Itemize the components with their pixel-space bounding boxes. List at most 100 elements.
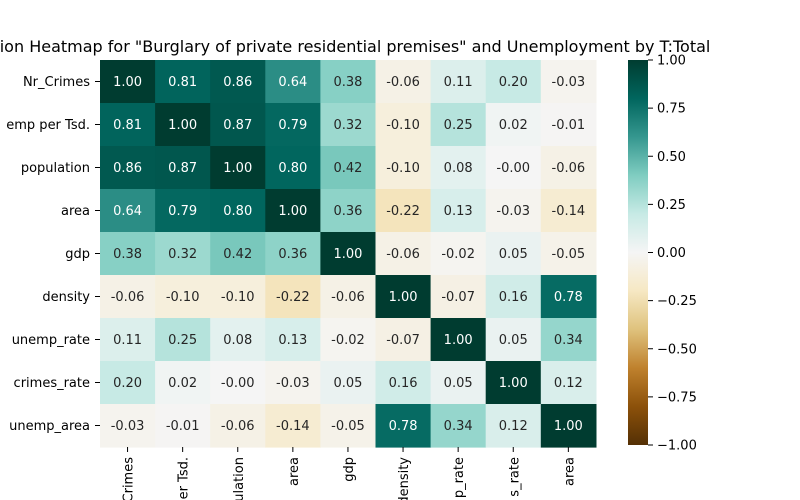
heatmap-cell (540, 361, 597, 405)
cell-value-label: -0.03 (496, 204, 530, 219)
cell-value-label: 1.00 (278, 204, 307, 219)
cell-value-label: 0.02 (168, 376, 197, 391)
heatmap-cell (320, 189, 377, 233)
heatmap-cell (375, 404, 432, 448)
colorbar: 1.00 0.75 0.50 0.25 0.00 −0.25 −0.50 −0.75 −1.00 (628, 54, 697, 454)
heatmap-cell (100, 146, 156, 190)
heatmap-cell (265, 275, 321, 319)
cell-value-label: 0.34 (554, 333, 583, 348)
column-label: s_rate (507, 457, 522, 497)
heatmap-cell (265, 232, 321, 276)
heatmap-cell (265, 361, 321, 405)
column-label: area (287, 457, 302, 486)
cell-value-label: -0.10 (386, 161, 420, 176)
cell-value-label: -0.05 (552, 247, 586, 262)
cell-value-label: -0.06 (386, 75, 420, 90)
cell-value-label: -0.14 (276, 419, 310, 434)
heatmap-cell (100, 60, 156, 104)
column-label: p_rate (452, 457, 467, 498)
heatmap-cell (430, 232, 487, 276)
cell-value-label: 1.00 (168, 118, 197, 133)
cell-value-label: 0.08 (223, 333, 252, 348)
cell-value-label: 0.32 (333, 118, 362, 133)
cell-value-label: -0.07 (441, 290, 475, 305)
heatmap-cell (320, 232, 377, 276)
row-label: density (42, 290, 90, 305)
cell-value-label: 0.80 (278, 161, 307, 176)
heatmap-cell (485, 103, 542, 147)
heatmap-cell (430, 189, 487, 233)
heatmap-cell (100, 318, 156, 362)
cell-value-label: 0.87 (223, 118, 252, 133)
heatmap-cell (155, 189, 211, 233)
cell-value-label: 0.78 (389, 419, 418, 434)
heatmap-cell (430, 60, 487, 104)
heatmap-cell (155, 361, 211, 405)
cell-value-label: -0.14 (552, 204, 586, 219)
cell-value-label: -0.03 (552, 75, 586, 90)
colorbar-tick-label: −0.75 (657, 390, 697, 405)
cell-value-label: 0.20 (499, 75, 528, 90)
heatmap-cells: 1.00 0.81 0.86 0.64 0.38 -0.06 0.11 0.20 -0.03 0.… (100, 60, 597, 448)
heatmap-cell (430, 275, 487, 319)
heatmap-cell (210, 275, 266, 319)
row-label: gdp (65, 247, 90, 262)
cell-value-label: -0.00 (221, 376, 255, 391)
cell-value-label: 0.20 (113, 376, 142, 391)
column-label: Crimes (122, 457, 137, 500)
cell-value-label: 0.36 (333, 204, 362, 219)
cell-value-label: 1.00 (113, 75, 142, 90)
cell-value-label: 0.25 (444, 118, 473, 133)
heatmap-cell (430, 103, 487, 147)
cell-value-label: 1.00 (499, 376, 528, 391)
heatmap-cell (540, 318, 597, 362)
colorbar-tick-label: −0.25 (657, 294, 697, 309)
heatmap-cell (100, 103, 156, 147)
heatmap-cell (155, 232, 211, 276)
heatmap-cell (155, 60, 211, 104)
heatmap-cell (210, 146, 266, 190)
cell-value-label: 0.64 (113, 204, 142, 219)
heatmap-cell (485, 404, 542, 448)
cell-value-label: 0.05 (499, 333, 528, 348)
cell-value-label: -0.06 (111, 290, 145, 305)
heatmap-cell (375, 103, 432, 147)
cell-value-label: 0.38 (113, 247, 142, 262)
heatmap-cell (210, 232, 266, 276)
cell-value-label: -0.22 (386, 204, 420, 219)
cell-value-label: -0.06 (552, 161, 586, 176)
cell-value-label: 0.11 (444, 75, 473, 90)
heatmap-cell (485, 275, 542, 319)
cell-value-label: 0.02 (499, 118, 528, 133)
cell-value-label: -0.03 (276, 376, 310, 391)
cell-value-label: 0.38 (333, 75, 362, 90)
heatmap-cell (155, 275, 211, 319)
heatmap-cell (540, 232, 597, 276)
heatmap-cell (540, 60, 597, 104)
cell-value-label: -0.22 (276, 290, 310, 305)
heatmap-cell (430, 404, 487, 448)
heatmap-cell (265, 189, 321, 233)
heatmap-cell (100, 404, 156, 448)
heatmap-cell (375, 189, 432, 233)
cell-value-label: 0.25 (168, 333, 197, 348)
heatmap-cell (265, 146, 321, 190)
cell-value-label: 0.80 (223, 204, 252, 219)
cell-value-label: 0.42 (223, 247, 252, 262)
heatmap-cell (210, 318, 266, 362)
heatmap-cell (540, 189, 597, 233)
cell-value-label: 0.81 (168, 75, 197, 90)
heatmap-cell (100, 275, 156, 319)
cell-value-label: -0.10 (166, 290, 200, 305)
cell-value-label: 0.64 (278, 75, 307, 90)
cell-value-label: 0.32 (168, 247, 197, 262)
row-label: population (21, 161, 90, 176)
cell-value-label: -0.02 (441, 247, 475, 262)
colorbar-tick-label: −1.00 (657, 439, 697, 454)
column-label: ulation (232, 457, 247, 500)
heatmap-cell (265, 318, 321, 362)
heatmap-cell (320, 318, 377, 362)
colorbar-gradient (628, 60, 648, 445)
heatmap-cell (320, 146, 377, 190)
